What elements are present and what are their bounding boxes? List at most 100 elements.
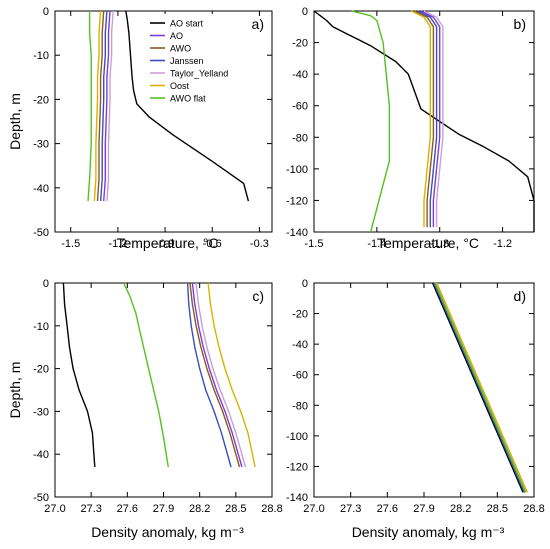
panel-label: b) — [514, 16, 526, 32]
x-axis-label: Temperature, °C — [377, 235, 479, 251]
series-line-awo-flat — [351, 10, 391, 233]
legend-entry-label: Taylor_Yelland — [170, 69, 228, 79]
legend-entry-label: AWO flat — [170, 94, 206, 104]
series-line-ao-start — [431, 282, 524, 493]
panel-label: a) — [252, 16, 264, 32]
x-tick-label: -0.3 — [250, 238, 269, 250]
x-tick-label: 28.2 — [450, 503, 471, 515]
x-axis-label: Density anomaly, kg m⁻³ — [352, 524, 505, 540]
x-tick-label: 27.3 — [80, 503, 101, 515]
panel-label: d) — [514, 288, 526, 304]
x-tick-label: 27.0 — [44, 503, 65, 515]
y-tick-label: -40 — [33, 449, 49, 461]
x-tick-label: -1.5 — [61, 238, 80, 250]
legend: AO start AO AWO Janssen Taylor_Yelland Oost AW… — [150, 14, 250, 110]
y-tick-label: 0 — [302, 278, 308, 290]
x-tick-label: -0.9 — [156, 238, 175, 250]
series-line-awo — [96, 10, 105, 202]
y-tick-label: -20 — [33, 364, 49, 376]
x-tick-label: -1.2 — [493, 238, 512, 250]
panel-d: 27.0 27.3 27.6 27.9 28.2 28.5 28.8 0 -20 -40 -60 -8… — [286, 278, 545, 540]
y-tick-label: -10 — [33, 321, 49, 333]
legend-entry-label: Oost — [170, 81, 190, 91]
y-tick-label: -30 — [33, 139, 49, 151]
y-tick-label: -40 — [292, 69, 308, 81]
x-tick-label: -1.4 — [367, 238, 386, 250]
y-tick-label: -60 — [292, 101, 308, 113]
y-axis-label: Depth, m — [7, 362, 23, 419]
y-tick-label: -20 — [292, 38, 308, 50]
y-tick-label: -20 — [292, 309, 308, 321]
series-line-janssen — [433, 282, 525, 493]
x-tick-label: -0.6 — [203, 238, 222, 250]
series-line-ao — [103, 10, 111, 202]
plot-frame — [54, 10, 273, 233]
x-tick-label: -1.2 — [108, 238, 127, 250]
legend-entry-label: AO start — [170, 19, 204, 29]
series-line-oost — [411, 10, 431, 228]
series-line-janssen — [417, 10, 438, 228]
legend-entry-label: Janssen — [170, 56, 204, 66]
y-tick-label: -20 — [33, 94, 49, 106]
series-line-janssen — [186, 282, 232, 468]
y-tick-label: 0 — [43, 6, 49, 18]
y-tick-label: -50 — [33, 227, 49, 239]
y-tick-label: -10 — [33, 50, 49, 62]
x-tick-label: 27.6 — [117, 503, 138, 515]
legend-entry-label: AO — [170, 31, 183, 41]
y-tick-label: -100 — [286, 431, 308, 443]
series-line-oost — [207, 282, 256, 468]
y-tick-label: -80 — [292, 132, 308, 144]
y-tick-label: 0 — [302, 6, 308, 18]
x-tick-label: 27.0 — [303, 503, 324, 515]
series-line-awo-flat — [123, 282, 169, 468]
x-axis-label: Temperature, °C — [116, 235, 218, 251]
y-tick-label: -100 — [286, 164, 308, 176]
y-tick-label: -60 — [292, 370, 308, 382]
x-tick-label: 27.9 — [153, 503, 174, 515]
y-tick-label: -80 — [292, 400, 308, 412]
series-line-ao-start — [62, 282, 96, 468]
series-line-taylor-yelland — [423, 10, 444, 228]
y-tick-label: -40 — [33, 183, 49, 195]
y-tick-label: -40 — [292, 339, 308, 351]
y-tick-label: -30 — [33, 406, 49, 418]
x-tick-label: 28.2 — [189, 503, 210, 515]
x-tick-label: 28.8 — [261, 503, 282, 515]
x-tick-label: 27.3 — [340, 503, 361, 515]
series-line-janssen — [99, 10, 108, 202]
series-line-ao-start — [125, 10, 250, 202]
x-tick-label: 28.5 — [225, 503, 246, 515]
x-tick-label: 28.8 — [523, 503, 544, 515]
series-line-oost — [93, 10, 102, 202]
y-tick-label: -120 — [286, 195, 308, 207]
y-axis-label: Depth, m — [7, 93, 23, 150]
y-tick-label: -140 — [286, 492, 308, 504]
x-tick-label: 27.9 — [413, 503, 434, 515]
x-tick-label: -1.5 — [305, 238, 324, 250]
x-axis-label: Density anomaly, kg m⁻³ — [91, 524, 244, 540]
y-tick-label: -120 — [286, 461, 308, 473]
series-line-taylor-yelland — [195, 282, 247, 468]
series-line-awo — [189, 282, 241, 468]
series-line-awo-flat — [87, 11, 92, 202]
y-tick-label: -50 — [33, 492, 49, 504]
panel-label: c) — [252, 288, 264, 304]
panel-c: 27.0 27.3 27.6 27.9 28.2 28.5 28.8 0 -10 -20 -30 -4… — [7, 278, 283, 540]
series-line-oost — [436, 282, 528, 493]
x-tick-label: -1.3 — [430, 238, 449, 250]
series-line-taylor-yelland — [106, 10, 114, 202]
panel-b: -1.5 -1.4 -1.3 -1.2 0 -20 -40 -60 -80 -100 -120 -14… — [286, 6, 535, 251]
series-line-awo — [414, 10, 435, 228]
series-line-awo-flat — [434, 282, 527, 493]
x-tick-label: 27.6 — [377, 503, 398, 515]
panel-a: -1.5 -1.2 -0.9 -0.6 -0.3 0 -10 -20 -30 -40 -50 Temp… — [7, 6, 273, 251]
legend-entry-label: AWO — [170, 44, 191, 54]
series-line-ao — [191, 282, 243, 468]
series-line-ao — [420, 10, 441, 228]
y-tick-label: -140 — [286, 227, 308, 239]
y-tick-label: 0 — [43, 278, 49, 290]
x-tick-label: 28.5 — [487, 503, 508, 515]
series-line-ao-start — [313, 10, 535, 232]
